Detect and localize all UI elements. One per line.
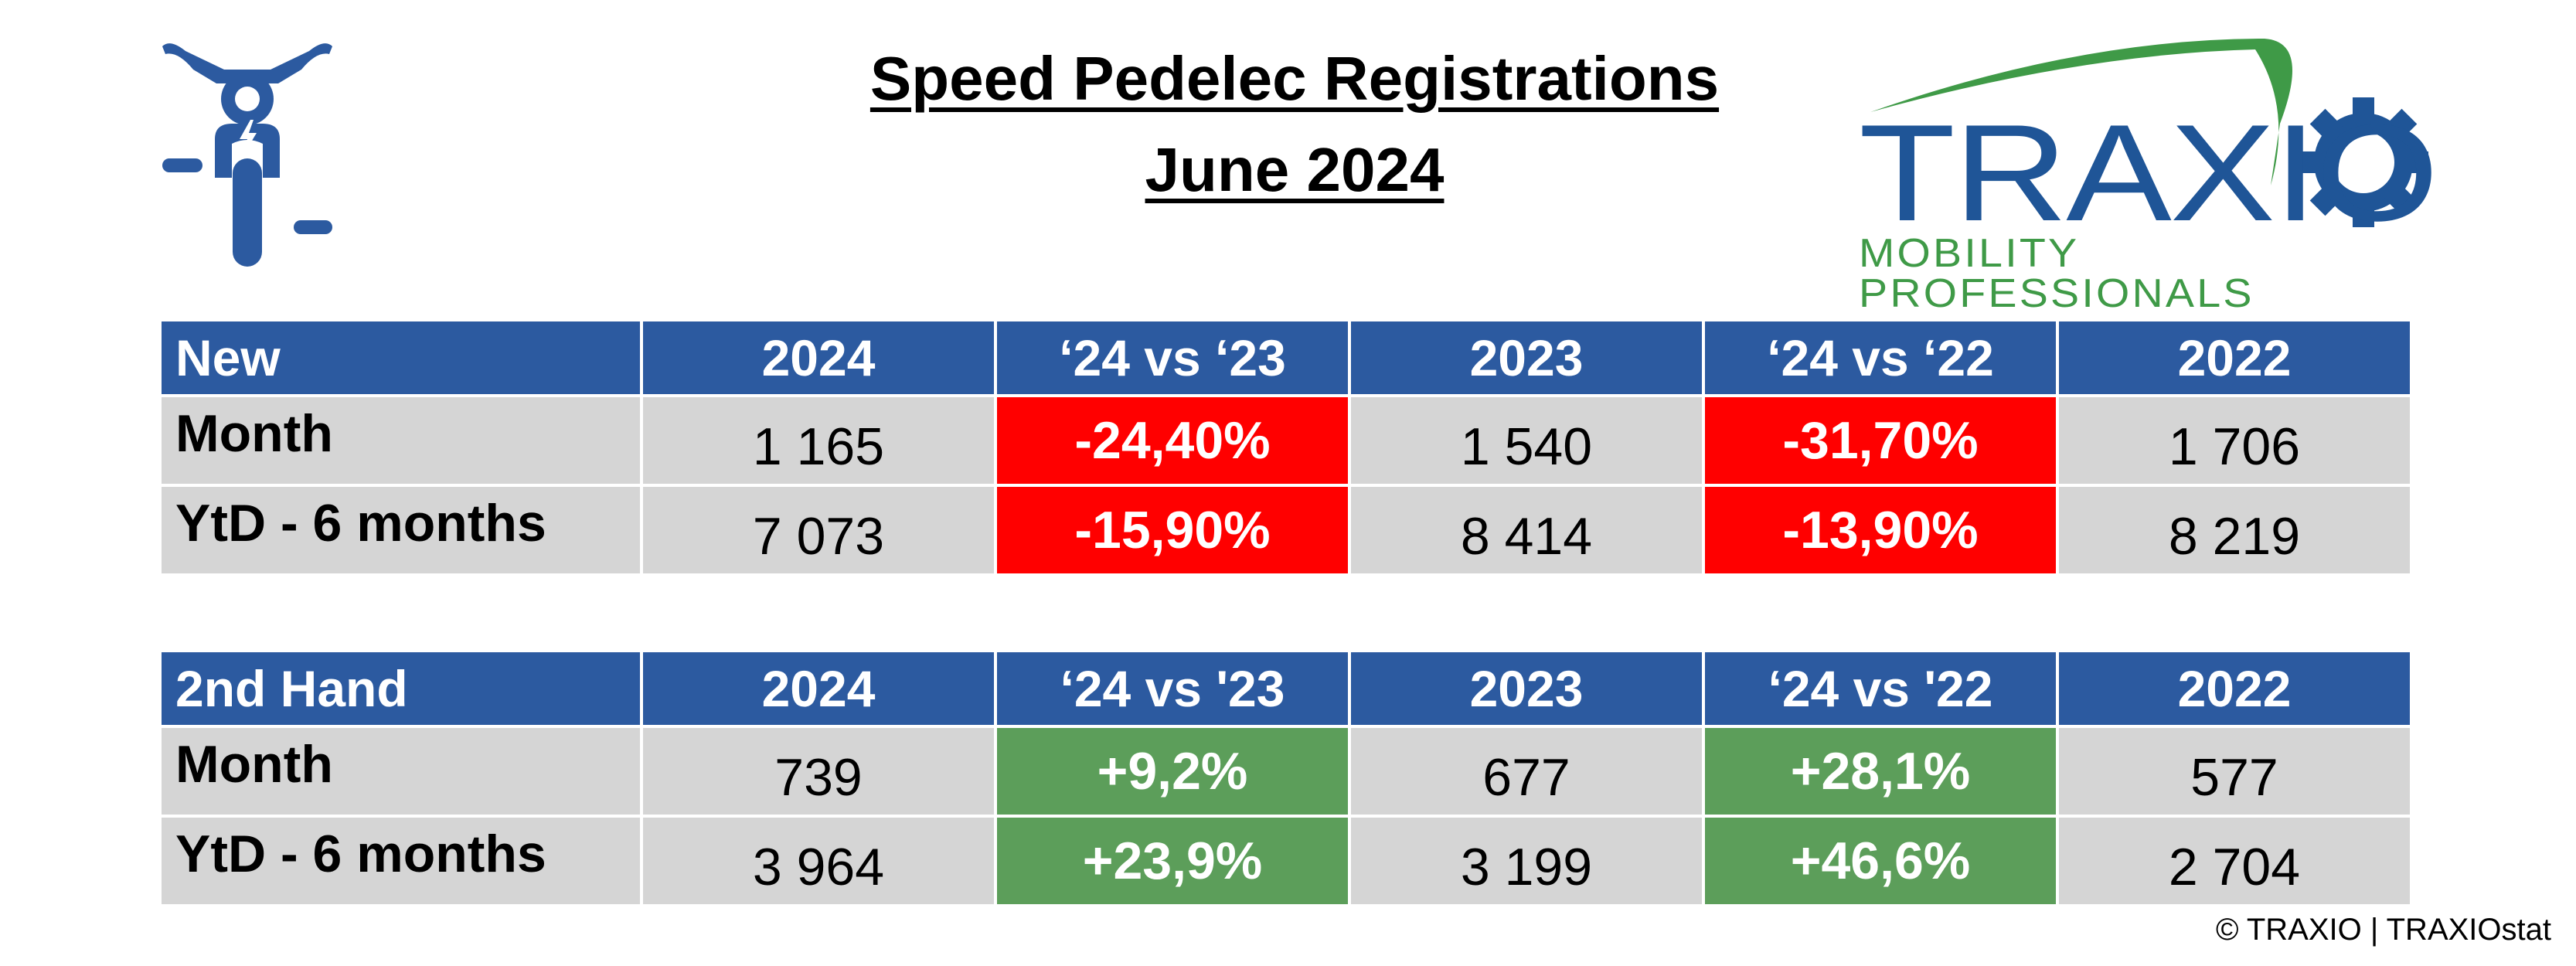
change-vs23: +23,9% — [997, 818, 1348, 904]
table-row: Month 1 165 -24,40% 1 540 -31,70% 1 706 — [162, 397, 2410, 484]
page-title: Speed Pedelec Registrations — [869, 44, 1720, 113]
logo-wordmark: TRAXIO — [1859, 96, 2439, 250]
logo-tagline: MOBILITY PROFESSIONALS — [1859, 231, 2254, 316]
row-label: Month — [162, 397, 640, 484]
change-vs23: +9,2% — [997, 728, 1348, 815]
value-2024: 1 165 — [643, 397, 994, 484]
row-label: Month — [162, 728, 640, 815]
header-cell-vs23: ‘24 vs '23 — [997, 652, 1348, 725]
header-cell-2024: 2024 — [643, 652, 994, 725]
page-subtitle: June 2024 — [1145, 135, 1445, 204]
change-vs22: +28,1% — [1705, 728, 2056, 815]
header-cell-vs22: ‘24 vs '22 — [1705, 652, 2056, 725]
header-cell-2023: 2023 — [1351, 652, 1702, 725]
value-2023: 8 414 — [1351, 487, 1702, 573]
value-2022: 8 219 — [2059, 487, 2410, 573]
table-row: YtD - 6 months 3 964 +23,9% 3 199 +46,6%… — [162, 818, 2410, 904]
change-vs22: +46,6% — [1705, 818, 2056, 904]
header-cell-2022: 2022 — [2059, 321, 2410, 394]
header-cell-category: New — [162, 321, 640, 394]
row-label: YtD - 6 months — [162, 487, 640, 573]
change-vs23: -15,90% — [997, 487, 1348, 573]
value-2023: 3 199 — [1351, 818, 1702, 904]
value-2022: 1 706 — [2059, 397, 2410, 484]
value-2024: 3 964 — [643, 818, 994, 904]
new-registrations-table: New 2024 ‘24 vs ‘23 2023 ‘24 vs ‘22 2022… — [158, 318, 2413, 577]
row-label: YtD - 6 months — [162, 818, 640, 904]
header-cell-2022: 2022 — [2059, 652, 2410, 725]
header-cell-2023: 2023 — [1351, 321, 1702, 394]
speed-pedelec-icon — [155, 23, 340, 270]
header-cell-vs22: ‘24 vs ‘22 — [1705, 321, 2056, 394]
value-2023: 677 — [1351, 728, 1702, 815]
header-cell-category: 2nd Hand — [162, 652, 640, 725]
second-hand-registrations-table: 2nd Hand 2024 ‘24 vs '23 2023 ‘24 vs '22… — [158, 649, 2413, 907]
copyright-footer: © TRAXIO | TRAXIOstat — [2215, 913, 2551, 947]
table-row: YtD - 6 months 7 073 -15,90% 8 414 -13,9… — [162, 487, 2410, 573]
header-cell-2024: 2024 — [643, 321, 994, 394]
value-2024: 739 — [643, 728, 994, 815]
traxio-logo: TRAXIO MOBILITY PROFESSIONALS — [1847, 23, 2439, 314]
table-header-row: 2nd Hand 2024 ‘24 vs '23 2023 ‘24 vs '22… — [162, 652, 2410, 725]
change-vs22: -13,90% — [1705, 487, 2056, 573]
change-vs22: -31,70% — [1705, 397, 2056, 484]
change-vs23: -24,40% — [997, 397, 1348, 484]
header-cell-vs23: ‘24 vs ‘23 — [997, 321, 1348, 394]
table-header-row: New 2024 ‘24 vs ‘23 2023 ‘24 vs ‘22 2022 — [162, 321, 2410, 394]
value-2024: 7 073 — [643, 487, 994, 573]
value-2023: 1 540 — [1351, 397, 1702, 484]
table-row: Month 739 +9,2% 677 +28,1% 577 — [162, 728, 2410, 815]
value-2022: 577 — [2059, 728, 2410, 815]
value-2022: 2 704 — [2059, 818, 2410, 904]
